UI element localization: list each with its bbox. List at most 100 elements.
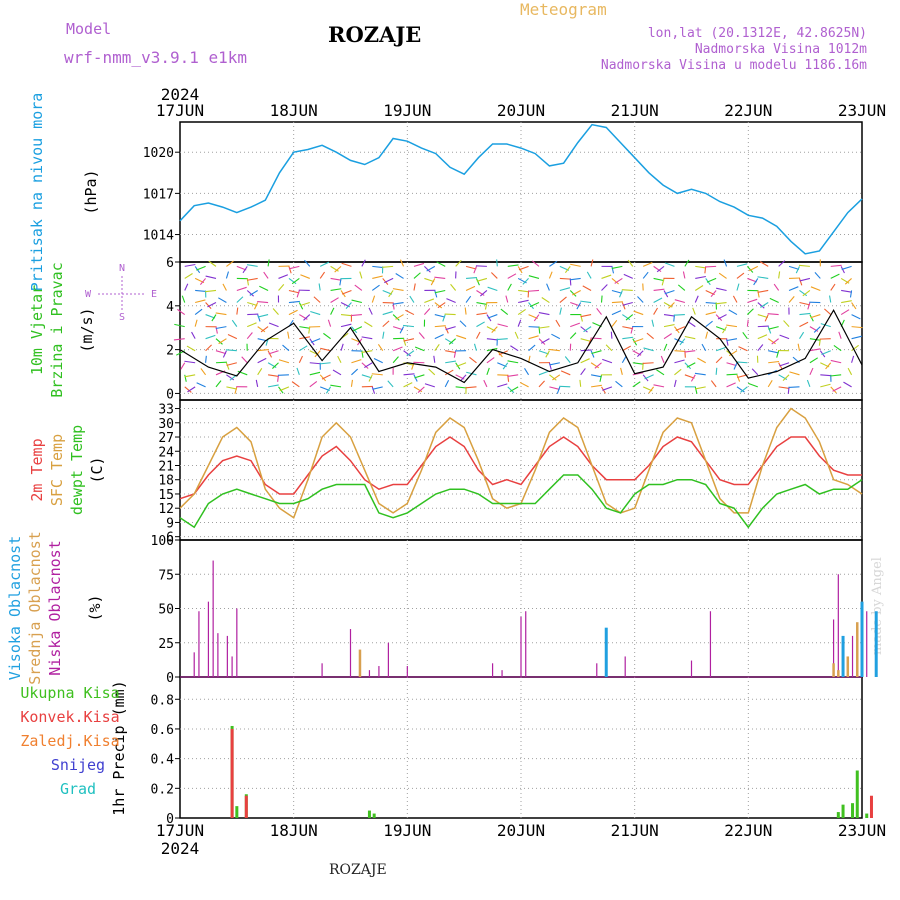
wind-barb [299, 301, 310, 307]
wind-barb [215, 338, 223, 345]
temp-axis-tick-label: 33 [158, 403, 174, 418]
wind-barb [829, 295, 832, 303]
wind-barb [663, 314, 675, 317]
wind-barb [694, 295, 699, 303]
wind-barb [664, 262, 675, 267]
precip-legend-item: Ukupna Kisa [20, 684, 119, 702]
wind-barb [278, 283, 285, 291]
wind-barb [798, 278, 803, 286]
wind-barb [559, 307, 562, 315]
wind-barb [548, 348, 560, 352]
wind-barb [789, 371, 800, 376]
wind-barb [591, 384, 602, 388]
wind-barb [417, 386, 425, 393]
precip-bar [372, 813, 376, 818]
wind-barb [236, 286, 247, 291]
wind-barb [677, 284, 686, 291]
wind-barb [726, 338, 729, 346]
wind-barb [726, 324, 738, 328]
date-label-top: 18JUN [270, 101, 318, 120]
wind-barb [718, 272, 727, 279]
wind-barb [341, 262, 352, 267]
wind-barb [630, 326, 634, 334]
wind-barb [194, 308, 203, 316]
wind-barb [298, 355, 303, 363]
wind-barb [505, 295, 509, 303]
wind-barb [476, 312, 488, 316]
wind-barb [267, 384, 279, 388]
pressure-unit: (hPa) [82, 169, 100, 214]
wind-barb [648, 386, 655, 394]
wind-barb [299, 326, 311, 329]
model-name: wrf-nmm_v3.9.1 e1km [64, 48, 248, 67]
wind-barb [291, 381, 300, 388]
wind-barb [496, 338, 508, 341]
wind-barb [830, 264, 842, 267]
wind-barb [298, 302, 304, 310]
wind-barb [272, 308, 279, 315]
wind-barb [591, 350, 602, 355]
wind-barb [601, 284, 608, 291]
date-label-bottom: 17JUN [156, 821, 204, 840]
wind-barb [246, 264, 258, 267]
wind-barb [653, 288, 665, 292]
wind-barb [392, 326, 404, 331]
wind-barb [611, 266, 615, 274]
wind-barb [227, 334, 238, 340]
wind-barb [673, 314, 685, 316]
wind-barb [372, 386, 383, 390]
wind-barb [783, 320, 790, 327]
wind-barb [692, 307, 696, 315]
temp-axis-tick-label: 6 [166, 531, 174, 546]
wind-barb [611, 310, 622, 316]
cloud-bar [525, 611, 527, 677]
wind-barb [350, 379, 354, 387]
wind-barb [507, 386, 515, 394]
wind-barb [556, 386, 561, 394]
cloud-unit: (%) [86, 594, 104, 621]
wind-barb [341, 289, 352, 295]
wind-barb [399, 326, 405, 334]
wind-barb [226, 260, 234, 267]
wind-barb [479, 290, 488, 297]
wind-barb [623, 273, 633, 279]
wind-barb [529, 302, 540, 308]
wind-barb [824, 308, 832, 315]
wind-barb [444, 338, 454, 345]
cloud-bar [236, 608, 238, 677]
wind-barb [740, 386, 748, 393]
wind-barb [809, 348, 821, 352]
wind-barb [810, 286, 821, 291]
wind-barb [715, 367, 718, 375]
wind-barb [187, 386, 196, 393]
wind-barb [288, 266, 292, 274]
wind-barb [697, 357, 706, 364]
wind-barb [225, 362, 230, 370]
wind-barb [382, 331, 385, 339]
wind-barb [382, 278, 389, 285]
precip-ylabel: 1hr Precip (mm) [110, 680, 128, 815]
cloud-ylabel-3: Niska Oblacnost [46, 540, 64, 675]
wind-barb [653, 297, 663, 304]
wind-barb [636, 350, 644, 358]
wind-barb [851, 302, 857, 310]
wind-barb [710, 380, 717, 388]
wind-barb [313, 296, 321, 303]
wind-barb [778, 386, 790, 389]
wind-barb [773, 283, 780, 291]
wind-barb [841, 265, 852, 270]
model-label: Model [66, 20, 112, 38]
wind-barb [674, 368, 682, 376]
wind-barb [184, 283, 189, 291]
wind-barb [323, 332, 331, 340]
wind-barb [682, 271, 686, 279]
wind-barb [226, 374, 235, 381]
wind-barb [728, 350, 738, 357]
wind-barb [434, 290, 438, 298]
wind-barb [580, 358, 590, 364]
wind-barb [426, 265, 436, 272]
wind-barb [484, 302, 488, 310]
wind-barb [518, 299, 529, 304]
wind-barb [746, 266, 754, 273]
chart-title: ROZAJE [328, 22, 422, 47]
